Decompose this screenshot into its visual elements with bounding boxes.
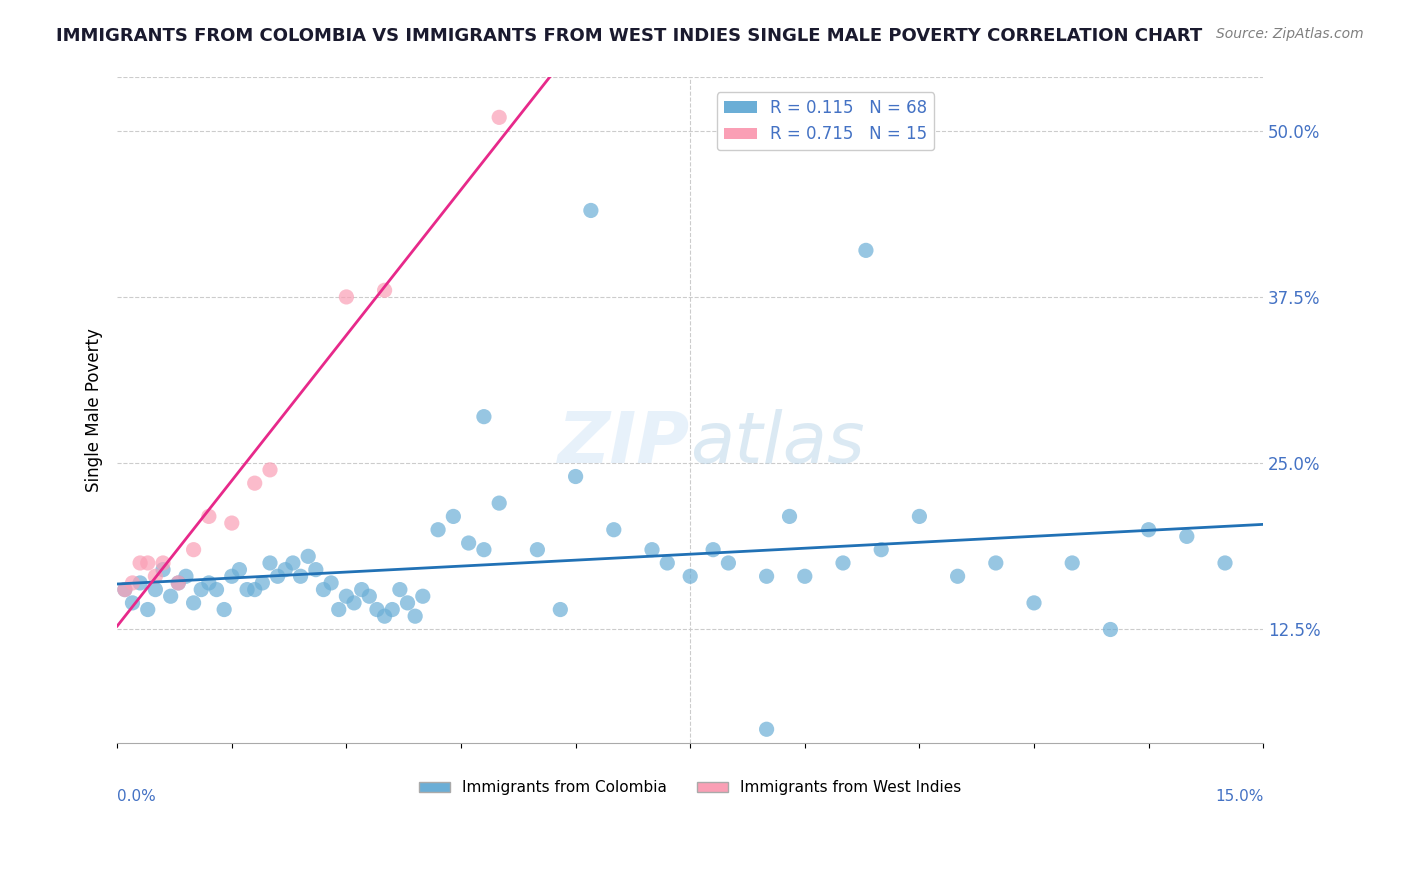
Point xyxy=(305,563,328,577)
Point xyxy=(114,582,136,597)
Point xyxy=(281,556,304,570)
Point xyxy=(946,569,969,583)
Point xyxy=(190,582,212,597)
Point xyxy=(236,582,259,597)
Point xyxy=(259,556,281,570)
Point xyxy=(1175,529,1198,543)
Point xyxy=(290,569,312,583)
Y-axis label: Single Male Poverty: Single Male Poverty xyxy=(86,328,103,492)
Point xyxy=(908,509,931,524)
Point xyxy=(174,569,197,583)
Point xyxy=(550,602,572,616)
Point xyxy=(870,542,893,557)
Point xyxy=(167,576,190,591)
Point xyxy=(526,542,548,557)
Point xyxy=(243,582,266,597)
Point xyxy=(114,582,136,597)
Point xyxy=(755,569,778,583)
Point xyxy=(779,509,801,524)
Point xyxy=(488,111,510,125)
Point xyxy=(343,596,366,610)
Point xyxy=(717,556,740,570)
Point xyxy=(388,582,411,597)
Point xyxy=(321,576,343,591)
Point xyxy=(350,582,373,597)
Point xyxy=(152,563,174,577)
Point xyxy=(441,509,464,524)
Point xyxy=(183,542,205,557)
Point xyxy=(274,563,297,577)
Point xyxy=(121,596,143,610)
Point xyxy=(121,576,143,591)
Point xyxy=(252,576,274,591)
Point xyxy=(145,569,167,583)
Point xyxy=(198,576,221,591)
Point xyxy=(328,602,350,616)
Point xyxy=(984,556,1007,570)
Point xyxy=(228,563,250,577)
Point xyxy=(564,469,586,483)
Point xyxy=(335,290,357,304)
Point xyxy=(221,516,243,530)
Point xyxy=(755,723,778,737)
Point xyxy=(679,569,702,583)
Point xyxy=(381,602,404,616)
Point xyxy=(427,523,450,537)
Point xyxy=(129,576,152,591)
Point xyxy=(603,523,626,537)
Point xyxy=(221,569,243,583)
Point xyxy=(198,509,221,524)
Point xyxy=(1213,556,1236,570)
Point xyxy=(136,602,159,616)
Point xyxy=(702,542,724,557)
Point xyxy=(266,569,288,583)
Point xyxy=(855,244,877,258)
Point xyxy=(359,589,381,603)
Point xyxy=(374,609,396,624)
Point xyxy=(641,542,664,557)
Point xyxy=(152,556,174,570)
Point xyxy=(1062,556,1084,570)
Point xyxy=(579,203,602,218)
Text: 0.0%: 0.0% xyxy=(117,789,156,804)
Point xyxy=(366,602,388,616)
Text: ZIP: ZIP xyxy=(558,409,690,478)
Point xyxy=(167,576,190,591)
Point xyxy=(205,582,228,597)
Point xyxy=(472,542,495,557)
Point xyxy=(412,589,434,603)
Point xyxy=(297,549,319,564)
Point xyxy=(457,536,479,550)
Point xyxy=(1022,596,1045,610)
Point xyxy=(472,409,495,424)
Point xyxy=(159,589,181,603)
Text: atlas: atlas xyxy=(690,409,865,478)
Point xyxy=(404,609,426,624)
Point xyxy=(1137,523,1160,537)
Point xyxy=(488,496,510,510)
Point xyxy=(312,582,335,597)
Legend: Immigrants from Colombia, Immigrants from West Indies: Immigrants from Colombia, Immigrants fro… xyxy=(413,774,967,801)
Point xyxy=(657,556,679,570)
Point xyxy=(243,476,266,491)
Point xyxy=(396,596,419,610)
Text: Source: ZipAtlas.com: Source: ZipAtlas.com xyxy=(1216,27,1364,41)
Point xyxy=(145,582,167,597)
Point xyxy=(793,569,815,583)
Text: IMMIGRANTS FROM COLOMBIA VS IMMIGRANTS FROM WEST INDIES SINGLE MALE POVERTY CORR: IMMIGRANTS FROM COLOMBIA VS IMMIGRANTS F… xyxy=(56,27,1202,45)
Point xyxy=(832,556,855,570)
Point xyxy=(212,602,235,616)
Text: 15.0%: 15.0% xyxy=(1215,789,1263,804)
Point xyxy=(129,556,152,570)
Point xyxy=(259,463,281,477)
Point xyxy=(335,589,357,603)
Point xyxy=(374,283,396,297)
Point xyxy=(1099,623,1122,637)
Point xyxy=(136,556,159,570)
Point xyxy=(183,596,205,610)
